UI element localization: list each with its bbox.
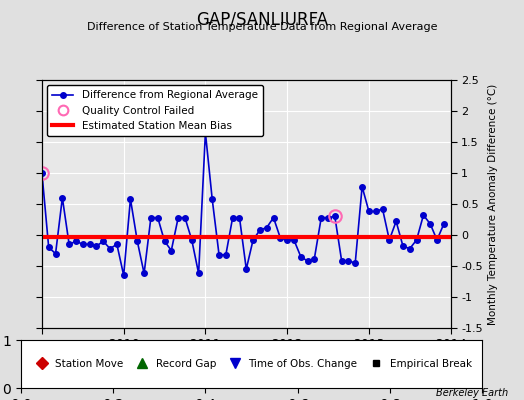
- Y-axis label: Monthly Temperature Anomaly Difference (°C): Monthly Temperature Anomaly Difference (…: [488, 83, 498, 325]
- Legend: Station Move, Record Gap, Time of Obs. Change, Empirical Break: Station Move, Record Gap, Time of Obs. C…: [27, 355, 476, 373]
- Text: GAP/SANLIURFA: GAP/SANLIURFA: [196, 10, 328, 28]
- Legend: Difference from Regional Average, Quality Control Failed, Estimated Station Mean: Difference from Regional Average, Qualit…: [47, 85, 263, 136]
- Text: Difference of Station Temperature Data from Regional Average: Difference of Station Temperature Data f…: [87, 22, 437, 32]
- Text: Berkeley Earth: Berkeley Earth: [436, 388, 508, 398]
